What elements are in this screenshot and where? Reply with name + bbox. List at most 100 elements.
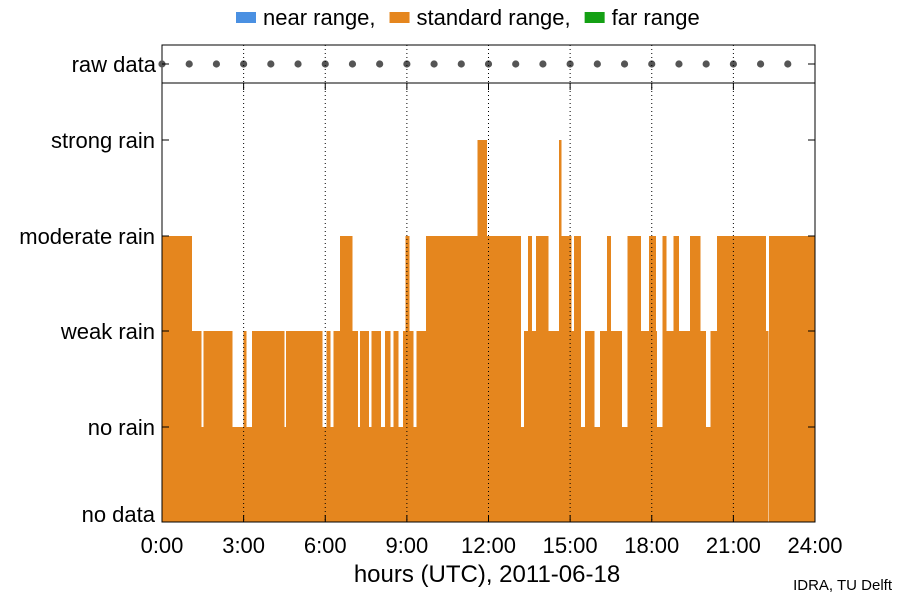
area-segment (621, 427, 628, 522)
raw-data-point (729, 60, 737, 68)
main-plot-area (162, 140, 815, 522)
area-segment (700, 331, 707, 522)
area-segment (285, 331, 323, 522)
area-segment (191, 331, 202, 522)
axes: no data no rain weak rain moderate rain stro… (19, 45, 843, 558)
area-segment (678, 331, 690, 522)
area-segment (333, 331, 341, 522)
area-segment (649, 236, 656, 522)
area-segment (523, 331, 528, 522)
raw-data-point (756, 60, 765, 68)
area-segment (673, 236, 679, 522)
area-segment (527, 236, 533, 522)
area-segment (390, 427, 394, 522)
x-tick-label: 12:00 (461, 533, 516, 558)
area-segment (655, 331, 658, 522)
area-segment (340, 236, 353, 522)
x-tick-label: 15:00 (543, 533, 598, 558)
y-tick-label: no rain (88, 415, 155, 440)
y-tick-label: strong rain (51, 128, 155, 153)
area-segment (381, 427, 386, 522)
legend-label: standard range, (417, 5, 571, 30)
legend-label: near range, (263, 5, 376, 30)
y-tick-label: no data (82, 502, 156, 527)
raw-data-point (321, 60, 329, 68)
area-segment (201, 427, 204, 522)
legend-swatch (389, 12, 410, 23)
area-segment (768, 236, 815, 522)
area-segment (409, 331, 414, 522)
area-segment (710, 331, 718, 522)
area-segment (330, 427, 334, 522)
area-segment (585, 331, 595, 522)
area-segment (487, 236, 522, 522)
x-axis-label: hours (UTC), 2011-06-18 (354, 561, 620, 588)
raw-data-point (240, 60, 248, 68)
area-segment (368, 427, 372, 522)
area-segment (352, 331, 358, 522)
area-segment (521, 427, 524, 522)
area-segment (689, 236, 701, 522)
area-segment (600, 331, 607, 522)
area-segment (594, 427, 601, 522)
x-tick-label: 0:00 (141, 533, 184, 558)
area-segment (548, 331, 560, 522)
area-segment (766, 331, 769, 522)
legend-label: far range (612, 5, 700, 30)
area-segment (405, 236, 410, 522)
raw-data-point (403, 60, 411, 68)
area-segment (610, 331, 622, 522)
area-segment (284, 427, 286, 522)
area-segment (246, 427, 252, 522)
raw-data-point (675, 60, 683, 68)
area-segment (398, 427, 403, 522)
area-segment (706, 427, 711, 522)
area-segment (232, 427, 244, 522)
area-segment (666, 331, 674, 522)
area-segment (393, 331, 399, 522)
raw-data-point (566, 60, 574, 68)
area-segment (251, 331, 285, 522)
area-segment (413, 427, 417, 522)
area-segment (243, 331, 247, 522)
area-segment (662, 236, 667, 522)
area-segment (203, 331, 233, 522)
area-segment (559, 140, 562, 522)
area-segment (606, 236, 611, 522)
raw-data-point (539, 60, 547, 68)
raw-data-point (267, 60, 275, 68)
raw-data-point (784, 60, 792, 68)
area-segment (477, 140, 488, 522)
area-segment (416, 331, 426, 522)
legend-swatch (236, 12, 256, 23)
area-segment (162, 236, 192, 522)
raw-data-point (702, 60, 710, 68)
raw-data-panel: raw data (72, 44, 816, 84)
x-tick-label: 3:00 (222, 533, 265, 558)
x-tick-label: 18:00 (624, 533, 679, 558)
area-segment (581, 427, 586, 522)
raw-data-point (430, 60, 438, 68)
area-segment (326, 331, 331, 522)
area-segment (717, 236, 767, 522)
raw-data-point (185, 60, 193, 68)
area-segment (357, 427, 361, 522)
area-segment (385, 331, 391, 522)
area-segment (627, 236, 641, 522)
area-segment (402, 331, 406, 522)
area-segment (574, 236, 582, 522)
x-tick-label: 21:00 (706, 533, 761, 558)
y-tick-label: weak rain (60, 319, 155, 344)
y-tick-label: moderate rain (19, 224, 155, 249)
raw-data-point (457, 60, 465, 68)
raw-data-point (620, 60, 629, 68)
x-tick-label: 9:00 (385, 533, 428, 558)
area-segment (532, 331, 537, 522)
x-tick-label: 24:00 (787, 533, 842, 558)
raw-data-point (294, 60, 302, 68)
raw-data-point (376, 60, 384, 68)
chart-legend: near range, standard range, far range (236, 5, 700, 30)
area-segment (371, 331, 382, 522)
credit-text: IDRA, TU Delft (793, 577, 892, 594)
